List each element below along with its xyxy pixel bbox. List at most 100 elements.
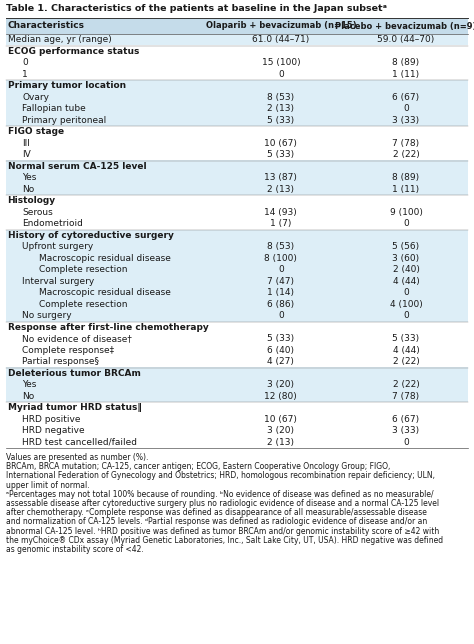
Bar — [6, 356, 468, 368]
Bar — [6, 321, 468, 333]
Text: Myriad tumor HRD status‖: Myriad tumor HRD status‖ — [8, 403, 141, 412]
Text: 13 (87): 13 (87) — [264, 173, 297, 182]
Text: 5 (33): 5 (33) — [267, 150, 294, 159]
Bar — [6, 252, 468, 264]
Bar — [6, 229, 468, 241]
Bar — [6, 80, 468, 91]
Text: 5 (33): 5 (33) — [267, 116, 294, 125]
Text: 59.0 (44–70): 59.0 (44–70) — [377, 35, 435, 44]
Text: Partial response§: Partial response§ — [22, 357, 99, 366]
Text: 3 (33): 3 (33) — [392, 426, 419, 435]
Bar — [6, 333, 468, 345]
Bar — [6, 149, 468, 160]
Text: 0: 0 — [278, 265, 284, 274]
Text: Interval surgery: Interval surgery — [22, 277, 94, 286]
Bar — [6, 276, 468, 287]
Text: 7 (78): 7 (78) — [392, 392, 419, 401]
Text: 9 (100): 9 (100) — [390, 208, 422, 217]
Text: Upfront surgery: Upfront surgery — [22, 242, 93, 251]
Text: upper limit of normal.: upper limit of normal. — [6, 480, 89, 489]
Text: 2 (22): 2 (22) — [392, 150, 419, 159]
Text: HRD positive: HRD positive — [22, 415, 81, 424]
Text: HRD negative: HRD negative — [22, 426, 85, 435]
Text: 3 (60): 3 (60) — [392, 254, 419, 263]
Text: ECOG performance status: ECOG performance status — [8, 47, 139, 56]
Text: 1 (7): 1 (7) — [270, 219, 292, 228]
Bar — [6, 299, 468, 310]
Text: Yes: Yes — [22, 380, 36, 389]
Bar — [6, 287, 468, 299]
Text: 1 (11): 1 (11) — [392, 70, 419, 79]
Text: 8 (100): 8 (100) — [264, 254, 297, 263]
Text: 0: 0 — [278, 311, 284, 320]
Text: 4 (27): 4 (27) — [267, 357, 294, 366]
Text: 8 (89): 8 (89) — [392, 58, 419, 67]
Bar — [6, 241, 468, 252]
Text: Ovary: Ovary — [22, 93, 49, 102]
Text: and normalization of CA-125 levels. ᵈPartial response was defined as radiologic : and normalization of CA-125 levels. ᵈPar… — [6, 517, 427, 526]
Text: 4 (44): 4 (44) — [392, 277, 419, 286]
Text: Primary tumor location: Primary tumor location — [8, 81, 126, 90]
Text: No evidence of disease†: No evidence of disease† — [22, 334, 132, 343]
Bar — [6, 195, 468, 207]
Text: Complete resection: Complete resection — [39, 299, 128, 308]
Text: 4 (100): 4 (100) — [390, 299, 422, 308]
Bar — [6, 103, 468, 115]
Text: Yes: Yes — [22, 173, 36, 182]
Text: Normal serum CA-125 level: Normal serum CA-125 level — [8, 162, 146, 171]
Text: 0: 0 — [403, 104, 409, 113]
Bar — [6, 46, 468, 57]
Bar — [6, 138, 468, 149]
Text: 2 (22): 2 (22) — [392, 357, 419, 366]
Text: Olaparib + bevacizumab (n=15): Olaparib + bevacizumab (n=15) — [206, 21, 356, 30]
Text: 6 (86): 6 (86) — [267, 299, 294, 308]
Text: 0: 0 — [403, 289, 409, 298]
Text: 5 (56): 5 (56) — [392, 242, 419, 251]
Text: No: No — [22, 392, 35, 401]
Bar — [6, 115, 468, 126]
Text: abnormal CA-125 level. ʰHRD positive was defined as tumor BRCAm and/or genomic i: abnormal CA-125 level. ʰHRD positive was… — [6, 527, 439, 536]
Text: IV: IV — [22, 150, 31, 159]
Bar — [6, 310, 468, 321]
Text: Deleterious tumor BRCAm: Deleterious tumor BRCAm — [8, 369, 140, 378]
Text: Macroscopic residual disease: Macroscopic residual disease — [39, 289, 171, 298]
Text: 2 (22): 2 (22) — [392, 380, 419, 389]
Text: Histology: Histology — [8, 196, 56, 205]
Text: No surgery: No surgery — [22, 311, 72, 320]
Text: ᵃPercentages may not total 100% because of rounding. ᵇNo evidence of disease was: ᵃPercentages may not total 100% because … — [6, 490, 433, 499]
Text: Macroscopic residual disease: Macroscopic residual disease — [39, 254, 171, 263]
Text: 2 (13): 2 (13) — [267, 185, 294, 194]
Text: Table 1. Characteristics of the patients at baseline in the Japan subsetᵃ: Table 1. Characteristics of the patients… — [6, 4, 387, 13]
Bar — [6, 264, 468, 276]
Bar — [6, 126, 468, 138]
Text: 8 (53): 8 (53) — [267, 93, 294, 102]
Text: 8 (53): 8 (53) — [267, 242, 294, 251]
Text: FIGO stage: FIGO stage — [8, 128, 64, 137]
Text: 2 (13): 2 (13) — [267, 438, 294, 447]
Text: 0: 0 — [403, 219, 409, 228]
Text: 5 (33): 5 (33) — [392, 334, 419, 343]
Bar — [6, 390, 468, 402]
Text: 8 (89): 8 (89) — [392, 173, 419, 182]
Text: 2 (13): 2 (13) — [267, 104, 294, 113]
Text: 12 (80): 12 (80) — [264, 392, 297, 401]
Text: 61.0 (44–71): 61.0 (44–71) — [252, 35, 310, 44]
Bar — [6, 437, 468, 448]
Text: 1 (11): 1 (11) — [392, 185, 419, 194]
Text: 0: 0 — [22, 58, 28, 67]
Bar — [6, 402, 468, 413]
Text: 3 (20): 3 (20) — [267, 426, 294, 435]
Text: 2 (40): 2 (40) — [392, 265, 419, 274]
Text: 0: 0 — [403, 311, 409, 320]
Text: Response after first-line chemotherapy: Response after first-line chemotherapy — [8, 323, 209, 332]
Text: No: No — [22, 185, 35, 194]
Text: 4 (44): 4 (44) — [392, 346, 419, 355]
Text: the myChoice® CDx assay (Myriad Genetic Laboratories, Inc., Salt Lake City, UT, : the myChoice® CDx assay (Myriad Genetic … — [6, 536, 443, 545]
Text: Placebo + bevacizumab (n=9): Placebo + bevacizumab (n=9) — [335, 21, 474, 30]
Text: Values are presented as number (%).: Values are presented as number (%). — [6, 453, 148, 462]
Text: Serous: Serous — [22, 208, 53, 217]
Text: 14 (93): 14 (93) — [264, 208, 297, 217]
Bar — [6, 91, 468, 103]
Text: BRCAm, BRCA mutation; CA-125, cancer antigen; ECOG, Eastern Cooperative Oncology: BRCAm, BRCA mutation; CA-125, cancer ant… — [6, 462, 390, 471]
Text: 1: 1 — [22, 70, 28, 79]
